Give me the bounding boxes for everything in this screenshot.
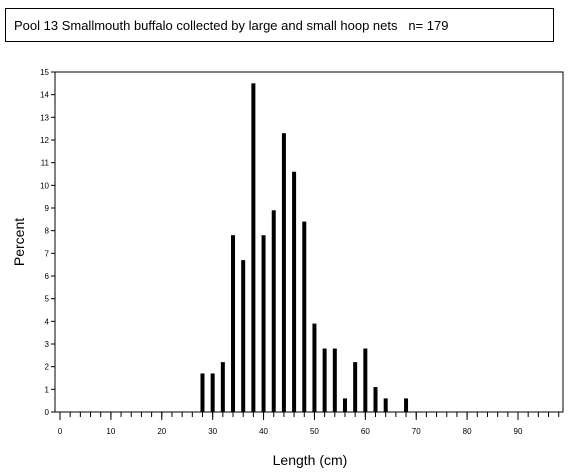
bar bbox=[363, 348, 368, 412]
y-tick-label: 5 bbox=[45, 295, 50, 304]
bar bbox=[302, 221, 307, 412]
y-tick-label: 10 bbox=[40, 181, 49, 190]
x-tick-label: 40 bbox=[259, 427, 268, 436]
y-tick-label: 0 bbox=[45, 408, 50, 417]
bar bbox=[210, 373, 215, 412]
bar bbox=[404, 398, 409, 412]
y-tick-label: 13 bbox=[40, 113, 49, 122]
bar bbox=[271, 210, 276, 412]
x-tick-label: 20 bbox=[157, 427, 166, 436]
bar bbox=[281, 133, 286, 412]
x-tick-label: 60 bbox=[361, 427, 370, 436]
y-tick-label: 7 bbox=[45, 249, 50, 258]
bar bbox=[292, 171, 297, 412]
bar bbox=[251, 83, 256, 412]
bar bbox=[332, 348, 337, 412]
y-tick-label: 14 bbox=[40, 91, 49, 100]
bar bbox=[241, 260, 246, 412]
y-tick-label: 1 bbox=[45, 385, 50, 394]
bar bbox=[312, 323, 317, 412]
x-tick-label: 50 bbox=[310, 427, 319, 436]
y-tick-label: 8 bbox=[45, 227, 50, 236]
x-tick-label: 90 bbox=[514, 427, 523, 436]
bar bbox=[373, 387, 378, 412]
bar bbox=[261, 235, 266, 412]
x-tick-label: 30 bbox=[208, 427, 217, 436]
x-tick-label: 10 bbox=[106, 427, 115, 436]
y-tick-label: 2 bbox=[45, 363, 50, 372]
bar bbox=[383, 398, 388, 412]
bars bbox=[200, 83, 409, 412]
chart-title-box: Pool 13 Smallmouth buffalo collected by … bbox=[5, 8, 554, 42]
bar bbox=[220, 362, 225, 412]
y-tick-label: 9 bbox=[45, 204, 50, 213]
x-axis: 0 10 20 30 40 50 60 70 80 90 bbox=[58, 412, 560, 436]
bar bbox=[322, 348, 327, 412]
bar bbox=[231, 235, 236, 412]
y-tick-label: 11 bbox=[41, 159, 50, 168]
plot-frame bbox=[54, 71, 564, 413]
bar bbox=[200, 373, 205, 412]
x-axis-label: Length (cm) bbox=[273, 452, 348, 468]
y-tick-label: 12 bbox=[40, 136, 49, 145]
x-tick-label: 70 bbox=[412, 427, 421, 436]
y-tick-label: 6 bbox=[45, 272, 50, 281]
bar bbox=[353, 362, 358, 412]
y-tick-label: 15 bbox=[40, 68, 49, 77]
x-tick-label: 80 bbox=[463, 427, 472, 436]
y-tick-label: 3 bbox=[45, 340, 50, 349]
y-axis-label: Percent bbox=[11, 218, 27, 266]
chart-title: Pool 13 Smallmouth buffalo collected by … bbox=[14, 17, 449, 33]
y-tick-label: 4 bbox=[45, 317, 50, 326]
bar bbox=[342, 398, 347, 412]
x-tick-label: 0 bbox=[58, 427, 63, 436]
